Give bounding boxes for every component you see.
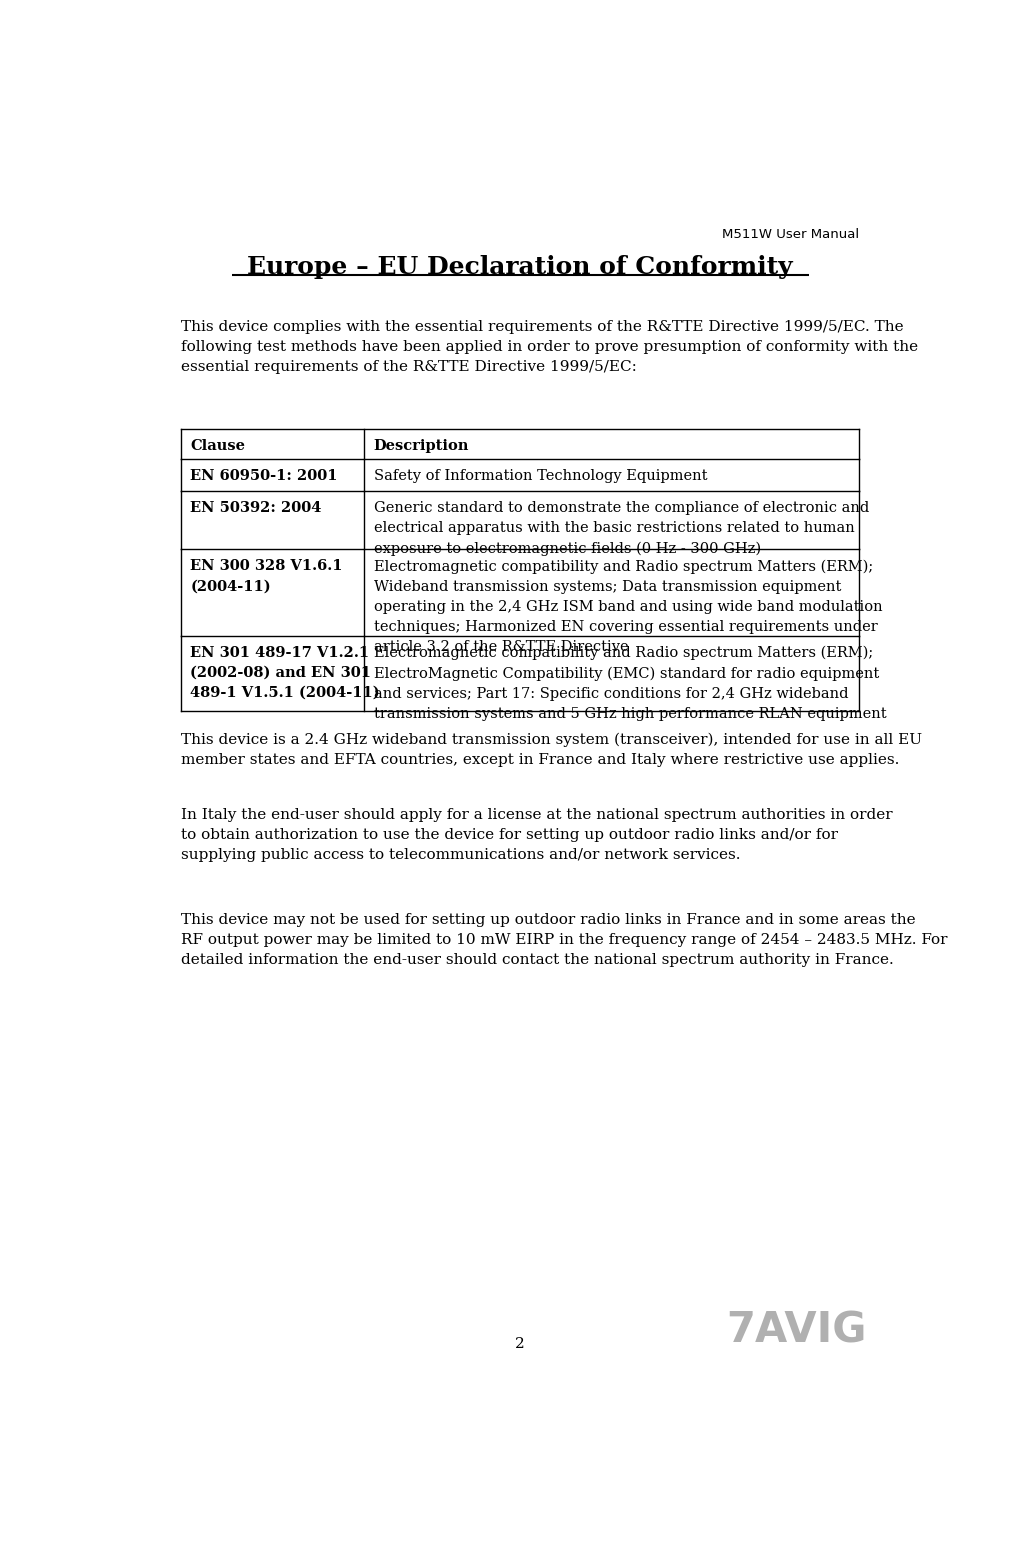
- Text: EN 60950-1: 2001: EN 60950-1: 2001: [191, 468, 338, 483]
- Text: Generic standard to demonstrate the compliance of electronic and
electrical appa: Generic standard to demonstrate the comp…: [374, 500, 869, 556]
- Text: EN 50392: 2004: EN 50392: 2004: [191, 500, 322, 514]
- Text: Clause: Clause: [191, 440, 246, 454]
- Text: Description: Description: [374, 440, 469, 454]
- Text: M511W User Manual: M511W User Manual: [722, 227, 860, 241]
- Text: This device complies with the essential requirements of the R&TTE Directive 1999: This device complies with the essential …: [181, 320, 919, 374]
- Text: EN 301 489-17 V1.2.1
(2002-08) and EN 301
489-1 V1.5.1 (2004-11): EN 301 489-17 V1.2.1 (2002-08) and EN 30…: [191, 645, 380, 699]
- Text: Electromagnetic compatibility and Radio spectrum Matters (ERM);
Wideband transmi: Electromagnetic compatibility and Radio …: [374, 559, 882, 655]
- Text: This device may not be used for setting up outdoor radio links in France and in : This device may not be used for setting …: [181, 913, 948, 967]
- Text: Safety of Information Technology Equipment: Safety of Information Technology Equipme…: [374, 468, 707, 483]
- Text: Electromagnetic compatibility and Radio spectrum Matters (ERM);
ElectroMagnetic : Electromagnetic compatibility and Radio …: [374, 645, 886, 721]
- Text: In Italy the end-user should apply for a license at the national spectrum author: In Italy the end-user should apply for a…: [181, 808, 893, 862]
- Text: 2: 2: [516, 1337, 525, 1351]
- Text: 7AVIG: 7AVIG: [727, 1309, 867, 1351]
- Text: Europe – EU Declaration of Conformity: Europe – EU Declaration of Conformity: [248, 255, 793, 278]
- Text: EN 300 328 V1.6.1
(2004-11): EN 300 328 V1.6.1 (2004-11): [191, 559, 343, 593]
- Text: This device is a 2.4 GHz wideband transmission system (transceiver), intended fo: This device is a 2.4 GHz wideband transm…: [181, 733, 923, 767]
